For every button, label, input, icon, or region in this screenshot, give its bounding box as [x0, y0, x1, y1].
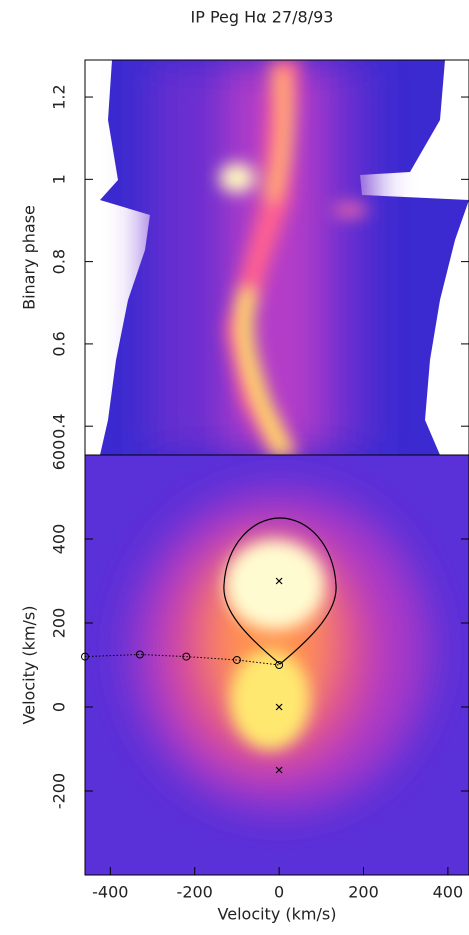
tomogram-image: [85, 455, 469, 875]
y-tick-label: 1.2: [50, 84, 69, 109]
y-axis-label: Velocity (km/s): [20, 606, 39, 725]
cross-point: [275, 577, 283, 585]
y-tick-label: 0.4: [50, 413, 69, 438]
spectrum-image: [85, 60, 469, 455]
stream-point: [81, 652, 89, 661]
x-tick-label: -400: [92, 883, 128, 902]
x-tick-label: 200: [348, 883, 379, 902]
x-tick-label: 400: [433, 883, 464, 902]
y-tick-label: -200: [50, 773, 69, 809]
stream-point: [135, 650, 144, 659]
figure-title: IP Peg Hα 27/8/93: [191, 8, 334, 27]
y-tick-label: 600: [50, 440, 69, 471]
y-axis-label: Binary phase: [20, 205, 39, 310]
roche-lobe: [223, 517, 337, 665]
stream-point: [232, 655, 241, 664]
y-tick-label: 0: [50, 702, 69, 712]
y-tick-label: 0.8: [50, 249, 69, 274]
cross-point: [275, 766, 283, 774]
y-tick-label: 0.6: [50, 331, 69, 356]
x-tick-label: -200: [177, 883, 213, 902]
x-axis-label: Velocity (km/s): [218, 905, 337, 924]
x-tick-label: 0: [274, 883, 284, 902]
y-tick-label: 1: [50, 174, 69, 184]
y-tick-label: 200: [50, 608, 69, 639]
y-tick-label: 400: [50, 524, 69, 555]
cross-point: [275, 703, 283, 711]
stream-point: [182, 652, 191, 661]
frame: [84, 59, 469, 876]
stream-point: [275, 661, 284, 669]
